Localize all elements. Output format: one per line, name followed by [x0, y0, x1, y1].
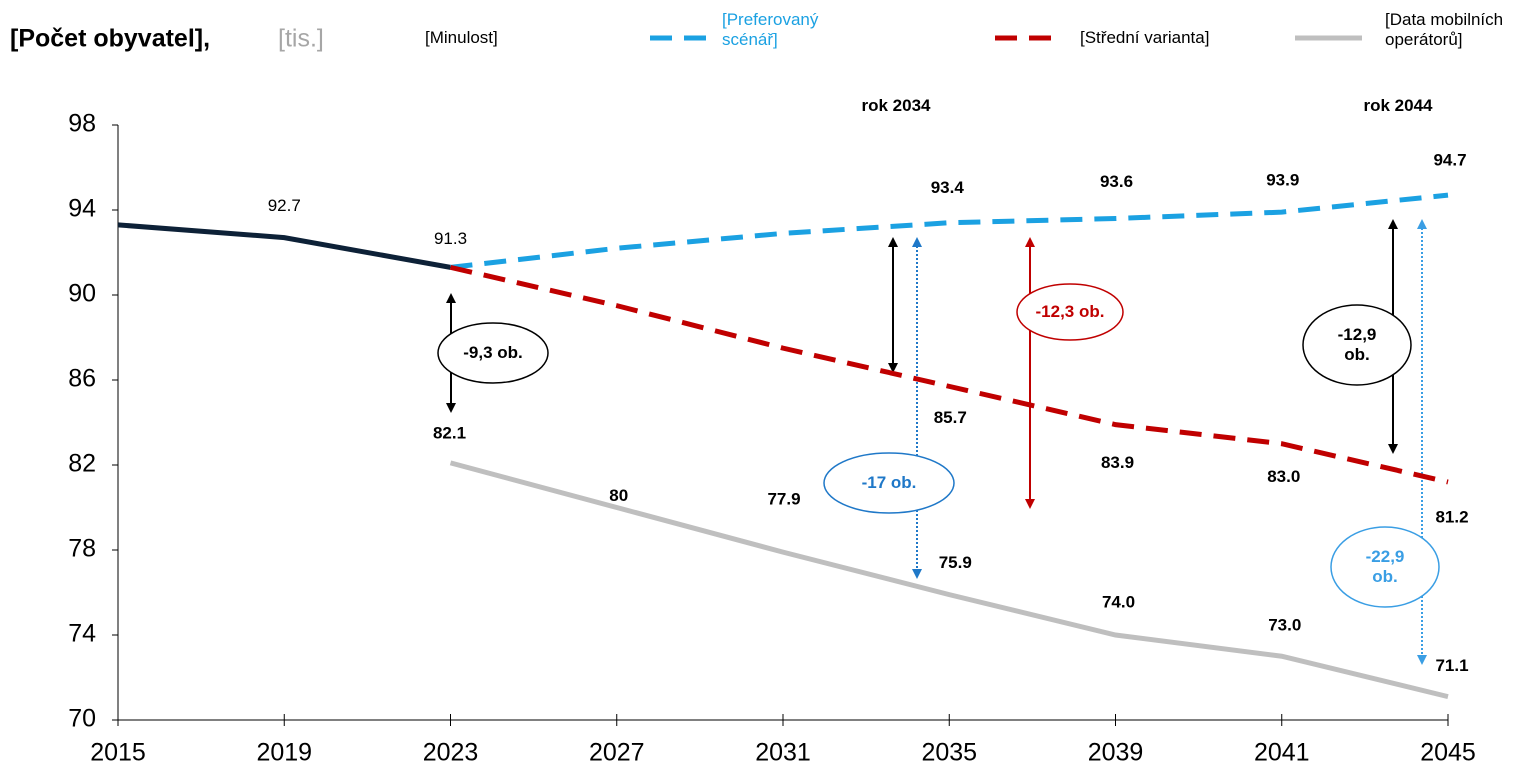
data-label: 81.2: [1435, 507, 1468, 526]
legend-label: [Minulost]: [425, 28, 498, 47]
data-label: 82.1: [433, 423, 466, 442]
data-label: 93.6: [1100, 172, 1133, 191]
data-label: 71.1: [1435, 656, 1468, 675]
y-tick-label: 98: [68, 110, 96, 138]
annotation: -17 ob.: [861, 473, 917, 492]
data-label: 92.7: [268, 196, 301, 215]
y-tick-label: 90: [68, 280, 96, 308]
x-tick-label: 2035: [921, 739, 977, 767]
y-tick-label: 94: [68, 195, 96, 223]
x-tick-label: 2041: [1254, 739, 1310, 767]
annotation: -12,9 ob.: [1337, 325, 1377, 364]
y-tick-label: 86: [68, 365, 96, 393]
data-label: 73.0: [1268, 616, 1301, 635]
data-label: 94.7: [1433, 151, 1466, 170]
annotation-arrows: [437, 219, 1440, 665]
y-tick-label: 78: [68, 535, 96, 563]
legend-label: [Střední varianta]: [1080, 28, 1210, 47]
x-tick-label: 2045: [1420, 739, 1476, 767]
y-tick-label: 82: [68, 450, 96, 478]
annotation: -22,9 ob.: [1365, 547, 1405, 586]
legend-label: [Data mobilních operátorů]: [1385, 10, 1504, 49]
data-label: 93.4: [931, 178, 965, 197]
y-tick-label: 70: [68, 705, 96, 733]
annotation: -9,3 ob.: [463, 343, 523, 362]
series-line: [449, 264, 1449, 485]
annotation: rok 2034: [861, 96, 931, 115]
x-tick-label: 2019: [256, 739, 312, 767]
annotation: rok 2044: [1363, 96, 1433, 115]
data-label: 80: [609, 486, 628, 505]
series-line: [117, 222, 451, 270]
data-label: 93.9: [1266, 171, 1299, 190]
data-label: 74.0: [1102, 592, 1135, 611]
y-tick-label: 74: [68, 620, 96, 648]
x-tick-label: 2023: [423, 739, 479, 767]
data-label: 83.9: [1101, 453, 1134, 472]
x-tick-label: 2039: [1088, 739, 1144, 767]
chart-subtitle: [tis.]: [278, 25, 324, 53]
chart-title: [Počet obyvatel],: [10, 25, 210, 53]
data-label: 83.0: [1267, 467, 1300, 486]
legend-label: [Preferovaný scénář]: [722, 10, 819, 49]
data-label: 75.9: [939, 553, 972, 572]
data-label: 85.7: [934, 408, 967, 427]
x-tick-label: 2015: [90, 739, 146, 767]
series-line: [450, 192, 1449, 270]
data-label: 77.9: [767, 490, 800, 509]
series-line: [449, 460, 1449, 700]
data-label: 91.3: [434, 229, 467, 248]
x-tick-label: 2031: [755, 739, 811, 767]
x-tick-label: 2027: [589, 739, 645, 767]
annotation: -12,3 ob.: [1035, 302, 1105, 321]
